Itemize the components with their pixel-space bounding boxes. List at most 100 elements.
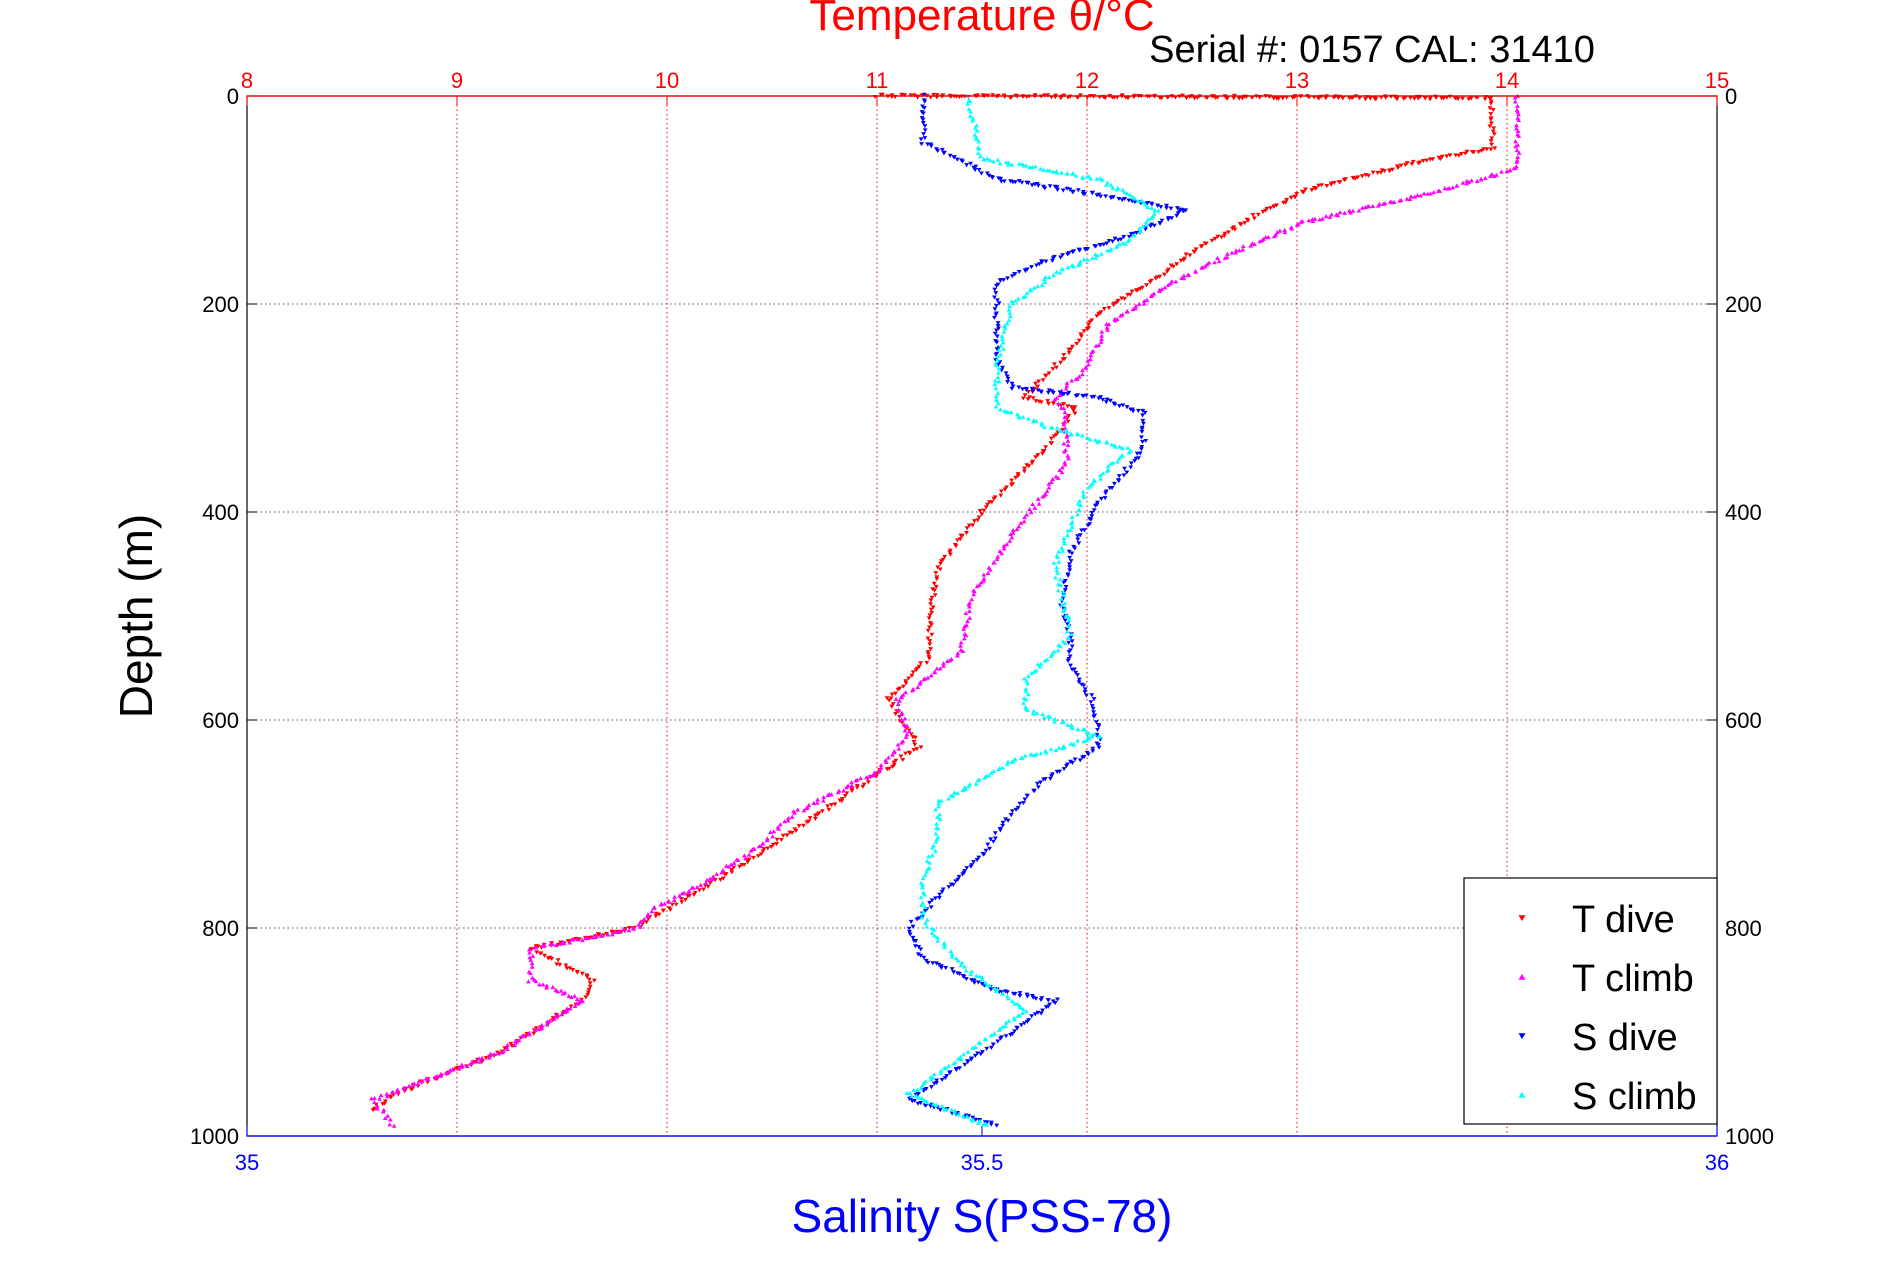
data-point [1054,568,1060,573]
data-point [958,533,964,538]
data-point [374,1106,380,1111]
data-point [946,796,952,801]
data-point [1143,438,1149,444]
data-point [1125,96,1131,101]
data-point [1035,284,1040,289]
data-point [1105,464,1111,469]
data-point [1012,1001,1018,1006]
data-point [1065,532,1070,538]
data-point [934,93,940,98]
data-point [1516,112,1522,117]
data-point [529,964,535,969]
data-point [1015,412,1020,417]
data-point [1001,329,1007,334]
data-point [374,1103,380,1108]
data-point [928,144,934,149]
data-point [965,619,970,624]
data-point [1090,732,1095,737]
data-point [1277,228,1283,233]
data-point [1054,425,1060,430]
data-point [1010,527,1016,532]
data-point [1514,148,1520,153]
data-point [758,852,764,857]
data-point [992,295,997,300]
data-point [1005,818,1011,823]
data-point [1092,252,1098,257]
data-point [920,882,926,887]
data-point [1095,500,1100,505]
data-point [1080,368,1085,373]
data-point [1023,1009,1029,1014]
data-point [1056,401,1061,406]
data-point [915,1101,921,1106]
data-point [849,789,855,794]
data-point [1099,333,1105,338]
data-point [973,973,979,978]
data-point [1157,221,1163,226]
data-point [530,953,536,958]
data-point [929,610,935,615]
data-point [1328,181,1334,186]
data-point [955,958,961,963]
data-point [1336,180,1342,185]
data-point [955,538,960,543]
data-point [979,981,985,987]
data-point [1085,523,1091,528]
data-point [910,935,916,940]
data-point [1110,195,1116,200]
data-point [1366,204,1372,209]
data-point [710,876,715,881]
data-point [1132,458,1138,464]
data-point [932,933,938,938]
data-point [1001,543,1007,548]
data-point [918,679,923,684]
data-point [898,754,904,759]
data-point [789,814,795,819]
data-point [967,608,972,613]
data-point [532,1028,538,1033]
data-point [1145,204,1151,210]
data-point [1468,96,1474,101]
data-point [1164,206,1169,211]
data-point [872,771,878,776]
data-point [1122,190,1128,195]
data-point [995,324,1001,329]
data-point [902,728,908,733]
data-point [1059,602,1065,607]
data-point [1515,103,1520,108]
data-point [1011,1015,1017,1020]
data-point [921,132,926,137]
data-point [981,157,987,162]
data-point [916,944,922,950]
data-point [918,137,924,142]
data-point [1316,183,1322,188]
data-point [550,942,556,947]
data-point [542,942,547,947]
data-point [977,1040,983,1045]
data-point [1323,214,1329,219]
data-point [1191,250,1197,255]
data-point [995,157,1001,162]
data-point [659,901,664,906]
data-point [985,502,990,507]
data-point [483,1056,489,1061]
data-point [1030,995,1036,1000]
data-point [1061,767,1067,772]
data-point [459,1062,465,1067]
data-point [1424,158,1430,163]
data-point [1367,96,1373,101]
data-point [1028,510,1034,515]
data-point [981,1121,987,1126]
data-point [1313,186,1319,191]
data-point [1453,153,1459,158]
data-point [1048,747,1054,752]
data-point [1271,96,1277,101]
data-point [942,150,947,155]
data-point [1053,474,1059,479]
data-point [1139,198,1145,203]
data-point [544,983,550,988]
data-point [1025,994,1030,999]
data-point [1032,505,1038,510]
data-point [679,900,685,905]
data-point [796,824,802,829]
